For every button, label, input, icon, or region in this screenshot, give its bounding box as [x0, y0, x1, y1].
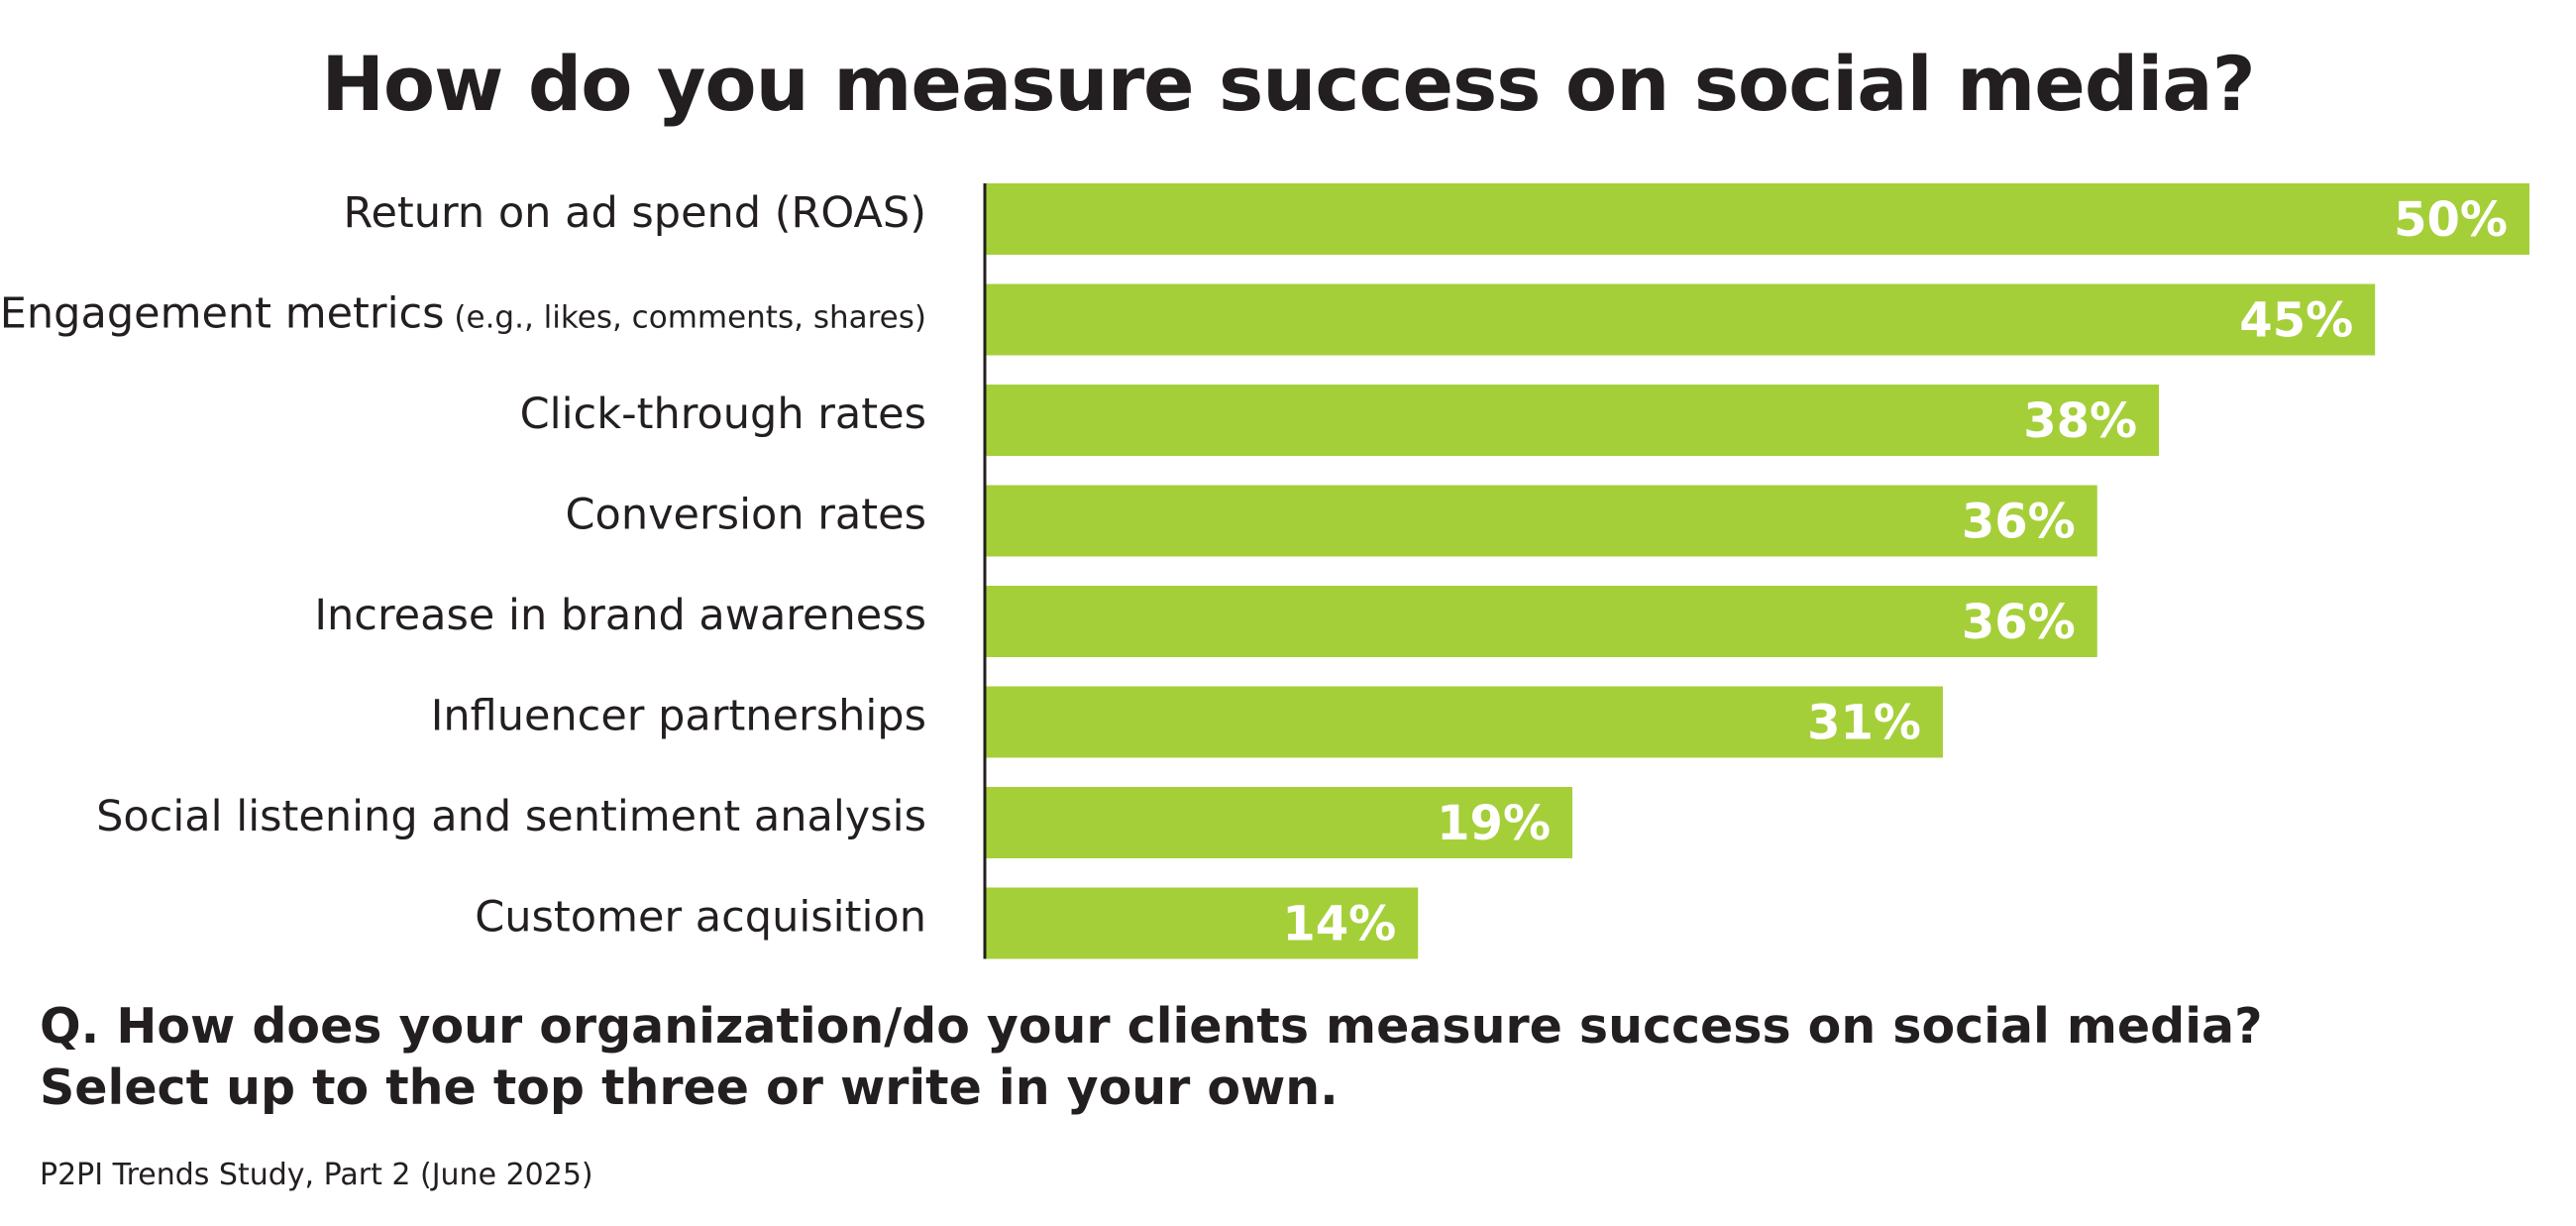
category-label: Return on ad spend (ROAS)	[344, 188, 927, 238]
survey-question-line-2: Select up to the top three or write in y…	[40, 1059, 1339, 1116]
bar	[986, 686, 1943, 758]
category-label-main: Return on ad spend (ROAS)	[344, 188, 927, 238]
bar-value-label: 31%	[1807, 696, 1921, 751]
category-label: Social listening and sentiment analysis	[96, 792, 926, 841]
category-label-sub: (e.g., likes, comments, shares)	[445, 300, 926, 336]
category-label: Influencer partnerships	[431, 692, 926, 741]
category-label: Conversion rates	[566, 491, 927, 540]
category-label-main: Engagement metrics	[0, 289, 445, 339]
bar	[986, 183, 2529, 255]
bar-value-label: 36%	[1962, 495, 2076, 550]
category-label-main: Customer acquisition	[475, 893, 926, 943]
bar	[986, 485, 2097, 557]
bar-value-label: 19%	[1437, 796, 1551, 851]
bar-value-label: 50%	[2394, 192, 2508, 248]
bar-value-label: 45%	[2239, 293, 2353, 349]
bar-value-label: 36%	[1962, 595, 2076, 650]
category-label: Engagement metrics (e.g., likes, comment…	[0, 289, 926, 339]
bar	[986, 385, 2160, 456]
bar-chart: 50% Return on ad spend (ROAS) 45% Engagemen…	[0, 183, 2529, 959]
bar	[986, 586, 2097, 657]
category-label-main: Click-through rates	[520, 390, 926, 439]
category-label-main: Conversion rates	[566, 491, 927, 540]
category-label: Click-through rates	[520, 390, 926, 439]
category-label-main: Increase in brand awareness	[314, 591, 926, 640]
bar-value-label: 38%	[2023, 393, 2137, 449]
survey-question-line-1: Q. How does your organization/do your cl…	[40, 998, 2263, 1055]
survey-question: Q. How does your organization/do your cl…	[40, 996, 2517, 1119]
bar-value-label: 14%	[1282, 897, 1396, 952]
bar	[986, 887, 1419, 959]
category-label: Increase in brand awareness	[314, 591, 926, 640]
bar	[986, 283, 2376, 356]
source-note: P2PI Trends Study, Part 2 (June 2025)	[40, 1158, 593, 1192]
bar	[986, 787, 1573, 858]
chart-title: How do you measure success on social med…	[321, 40, 2255, 128]
category-label-main: Influencer partnerships	[431, 692, 926, 741]
category-label-main: Social listening and sentiment analysis	[96, 792, 926, 841]
category-label: Customer acquisition	[475, 893, 926, 943]
